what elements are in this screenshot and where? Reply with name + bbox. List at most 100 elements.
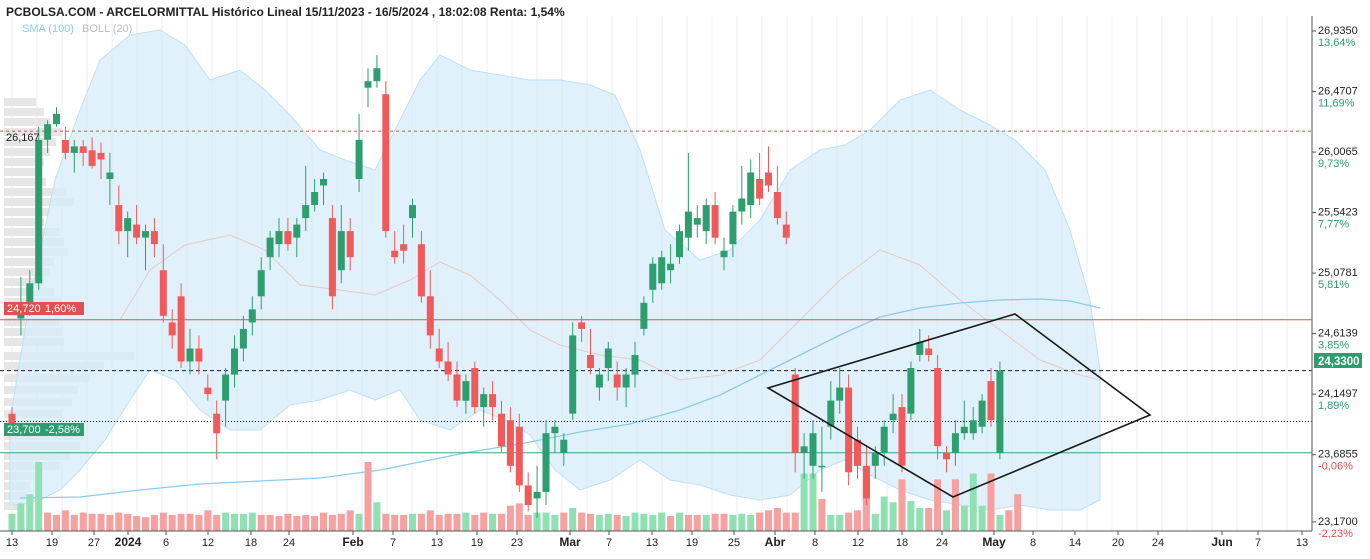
resistance-label-pct: 1,60% — [45, 303, 76, 315]
volume-bar — [827, 514, 835, 531]
volume-bar — [462, 512, 470, 531]
volume-bar — [435, 514, 443, 531]
volume-bar — [480, 512, 488, 531]
x-tick-label: Jun — [1211, 535, 1232, 549]
volume-bar — [248, 512, 256, 531]
volume-bar — [373, 502, 381, 531]
volume-bar — [907, 501, 915, 531]
candle-body — [257, 270, 265, 297]
volume-bar — [978, 505, 986, 531]
candle-body — [667, 263, 675, 271]
x-tick-label: 14 — [1069, 537, 1081, 549]
candle-body — [462, 381, 470, 401]
candle-body — [951, 433, 959, 453]
candle-body — [782, 224, 790, 238]
volume-bar — [320, 512, 327, 531]
y-tick-label: 23,1700 — [1318, 516, 1358, 528]
volume-bar — [622, 516, 630, 531]
volume-bar — [489, 513, 497, 532]
volume-profile-bar — [4, 208, 50, 216]
candle-body — [818, 465, 826, 468]
volume-bar — [720, 513, 728, 532]
volume-bar — [453, 513, 461, 532]
x-tick-label: 7 — [1255, 537, 1261, 549]
candle-body — [506, 420, 514, 466]
sma-100-line — [19, 298, 1101, 499]
candle-body — [720, 250, 728, 258]
x-tick-label: 7 — [606, 537, 612, 549]
volume-bar — [960, 505, 968, 531]
x-tick-label: 7 — [390, 537, 396, 549]
volume-bar — [569, 508, 577, 531]
x-tick-label: 19 — [471, 537, 483, 549]
x-axis-labels: 13 19 27 2024 6 12 18 24 Feb 7 13 19 23 Mar 7 13 19 25 Abr… — [6, 531, 1308, 549]
volume-bar — [996, 514, 1004, 531]
candle-body — [524, 485, 532, 505]
candle-body — [453, 374, 461, 401]
volume-bar — [951, 479, 959, 531]
volume-bar — [524, 514, 532, 531]
candle-body — [124, 218, 132, 232]
candle-body — [337, 231, 345, 271]
candle-body — [159, 270, 167, 316]
candle-body — [480, 394, 488, 408]
volume-profile-bar — [4, 138, 56, 146]
candle-body — [747, 172, 755, 206]
candle-body — [658, 257, 666, 284]
volume-bar — [266, 514, 274, 531]
candle-body — [889, 413, 897, 421]
volume-profile-bar — [4, 108, 44, 116]
volume-bar — [364, 462, 372, 531]
volume-bar — [444, 513, 452, 532]
volume-bar — [898, 479, 906, 531]
candle-body — [987, 381, 995, 421]
volume-profile-bar — [4, 218, 44, 226]
volume-profile-bar — [4, 128, 62, 136]
x-tick-label: Feb — [342, 535, 363, 549]
volume-profile-bar — [4, 188, 66, 196]
volume-bar — [231, 513, 238, 532]
candle-body — [26, 283, 34, 307]
volume-bar — [711, 513, 719, 532]
volume-bar — [177, 513, 185, 532]
volume-bar — [506, 505, 514, 531]
candle-body — [676, 231, 683, 258]
volume-bar — [515, 503, 523, 531]
volume-bar — [1005, 510, 1013, 531]
x-tick-label: 19 — [46, 537, 58, 549]
candle-body — [765, 172, 772, 186]
candle-body — [391, 250, 399, 258]
volume-bar — [818, 498, 826, 531]
y-tick-label: 24,1497 — [1318, 388, 1358, 400]
candle-body — [284, 231, 292, 245]
volume-bar — [693, 514, 701, 531]
candle-body — [44, 124, 52, 140]
candle-body — [88, 150, 96, 166]
volume-bar — [239, 513, 247, 532]
volume-profile-bar — [4, 148, 50, 156]
volume-bar — [925, 508, 933, 531]
volume-bar — [8, 513, 16, 532]
volume-bar — [587, 513, 594, 532]
candle-body — [684, 211, 692, 238]
volume-bar — [195, 514, 203, 531]
volume-bar — [604, 513, 612, 532]
candle-body — [293, 224, 301, 238]
volume-profile-bar — [4, 268, 50, 276]
chart-title: PCBOLSA.COM - ARCELORMITTAL Histórico Li… — [6, 5, 565, 19]
candle-body — [693, 218, 701, 225]
volume-profile-bar — [4, 178, 46, 186]
candle-body — [79, 146, 87, 153]
candle-body — [8, 413, 16, 427]
candle-body — [133, 224, 141, 238]
price-levels — [0, 130, 1312, 454]
candle-body — [569, 335, 577, 414]
x-tick-label: 12 — [202, 537, 214, 549]
volume-bar — [61, 510, 69, 531]
indicator-sma-label: SMA (100) — [22, 23, 74, 35]
volume-profile-bar — [4, 238, 64, 246]
y-tick-label: 26,0065 — [1318, 146, 1358, 158]
volume-bar — [756, 512, 764, 531]
candle-body — [622, 374, 630, 388]
